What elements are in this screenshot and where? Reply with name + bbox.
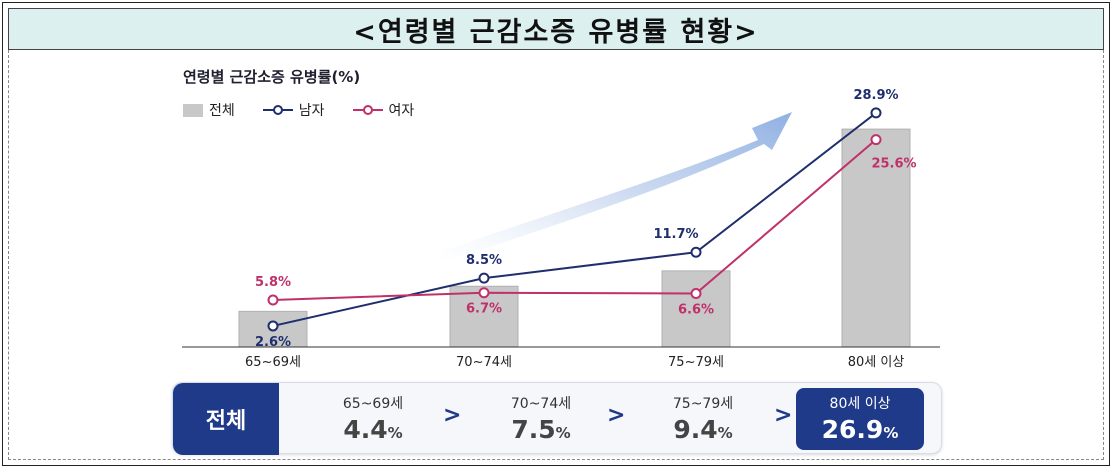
legend-line-male: [262, 105, 293, 115]
summary-value: 7.5%: [511, 415, 571, 444]
x-tick-label: 70~74세: [456, 355, 512, 370]
summary-panel: 전체 65~69세 4.4% > 70~74세 7.5% > 75~79세 9.…: [172, 382, 942, 455]
data-label: 8.5%: [466, 253, 502, 268]
page-title: <연령별 근감소증 유병률 현황>: [8, 8, 1104, 50]
chevron-right-icon: >: [774, 403, 793, 428]
point-female-3: [690, 288, 702, 300]
chart-title: 연령별 근감소증 유병률(%): [183, 68, 361, 86]
series-line-male: [272, 112, 877, 327]
chart-legend: 전체 남자 여자: [183, 100, 432, 120]
data-label: 6.6%: [678, 303, 714, 318]
data-label: 6.7%: [466, 302, 502, 317]
chart-canvas: 2.6% 8.5% 11.7% 28.9% 5.8% 6.7% 6.6% 25.6% 65~6…: [182, 88, 940, 370]
bar-4: [841, 128, 911, 348]
summary-item: 75~79세 9.4%: [633, 393, 773, 444]
summary-item-highlight: 80세 이상 26.9%: [796, 388, 924, 450]
data-label: 2.6%: [255, 335, 291, 350]
summary-age: 75~79세: [672, 396, 734, 412]
content-box: [8, 50, 1104, 460]
summary-item: 65~69세 4.4%: [303, 393, 443, 444]
point-female-1: [267, 294, 279, 306]
summary-item: 70~74세 7.5%: [471, 393, 611, 444]
legend-label-male: 남자: [298, 103, 325, 119]
point-male-1: [267, 320, 279, 332]
point-male-2: [478, 272, 490, 284]
x-tick-label: 80세 이상: [848, 355, 905, 370]
trend-arrow-icon: [440, 112, 792, 262]
x-tick-label: 65~69세: [245, 355, 301, 370]
data-label: 11.7%: [653, 227, 698, 242]
data-label: 28.9%: [853, 88, 898, 103]
point-male-4: [870, 107, 882, 119]
chevron-right-icon: >: [443, 403, 462, 428]
summary-value: 9.4%: [673, 415, 733, 444]
legend-line-female: [352, 105, 383, 115]
legend-label-total: 전체: [209, 103, 235, 119]
point-female-4: [870, 134, 882, 146]
summary-total-label: 전체: [173, 383, 279, 455]
data-label: 5.8%: [255, 275, 291, 290]
summary-age: 70~74세: [510, 396, 572, 412]
summary-value: 4.4%: [343, 415, 403, 444]
legend-item-male: 남자: [262, 100, 325, 120]
series-line-female: [272, 138, 877, 302]
point-female-2: [478, 287, 490, 299]
legend-swatch-total: [183, 103, 203, 117]
legend-label-female: 여자: [388, 103, 415, 119]
data-label: 25.6%: [871, 157, 916, 172]
x-tick-label: 75~79세: [668, 355, 724, 370]
point-male-3: [690, 246, 702, 258]
chevron-right-icon: >: [607, 403, 626, 428]
legend-item-female: 여자: [352, 100, 415, 120]
summary-age: 65~69세: [342, 396, 404, 412]
summary-value: 26.9%: [821, 415, 899, 444]
summary-age: 80세 이상: [829, 396, 891, 412]
legend-item-total: 전체: [183, 100, 235, 120]
